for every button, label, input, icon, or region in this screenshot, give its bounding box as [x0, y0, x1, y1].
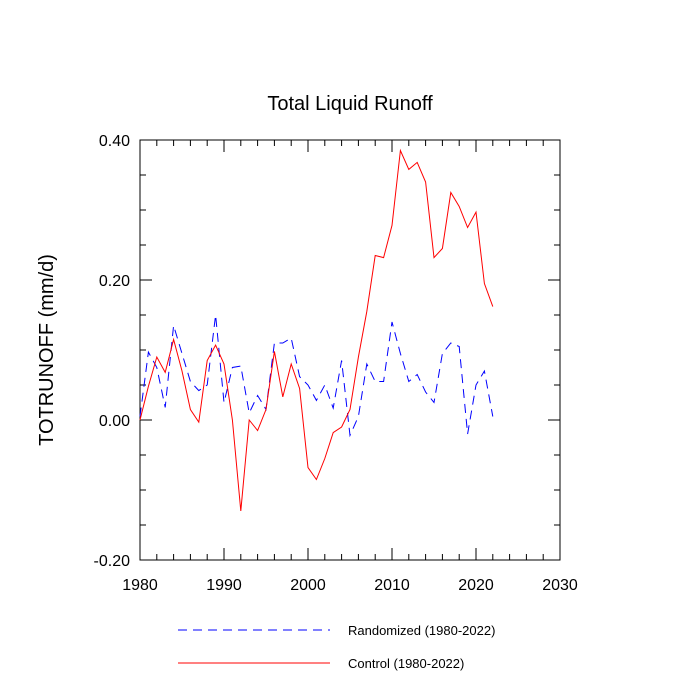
- legend-label: Control (1980-2022): [348, 656, 464, 671]
- legend: Randomized (1980-2022) Control (1980-2022…: [178, 623, 495, 671]
- legend-label: Randomized (1980-2022): [348, 623, 495, 638]
- y-tick-label: 0.00: [99, 413, 130, 430]
- x-tick-label: 2020: [458, 577, 494, 594]
- y-tick-label: 0.40: [99, 133, 130, 150]
- tick-marks: [139, 139, 561, 561]
- y-tick-label: 0.20: [99, 273, 130, 290]
- chart-title: Total Liquid Runoff: [267, 93, 433, 115]
- x-tick-label: 2000: [290, 577, 326, 594]
- series-line-randomized: [139, 314, 494, 438]
- x-tick-label: 1990: [206, 577, 242, 594]
- series-line-control: [139, 148, 494, 512]
- plot-border: [139, 139, 561, 561]
- series-lines: [139, 148, 494, 512]
- tick-labels: 1980 1990 2000 2010 2020 2030 -0.20 0.00 0.20 0.4…: [94, 133, 578, 594]
- x-tick-label: 2010: [374, 577, 410, 594]
- plot-frame: [139, 139, 561, 561]
- y-tick-label: -0.20: [94, 553, 131, 570]
- x-tick-label: 2030: [542, 577, 578, 594]
- x-tick-label: 1980: [122, 577, 158, 594]
- y-axis-label: TOTRUNOFF (mm/d): [36, 254, 58, 446]
